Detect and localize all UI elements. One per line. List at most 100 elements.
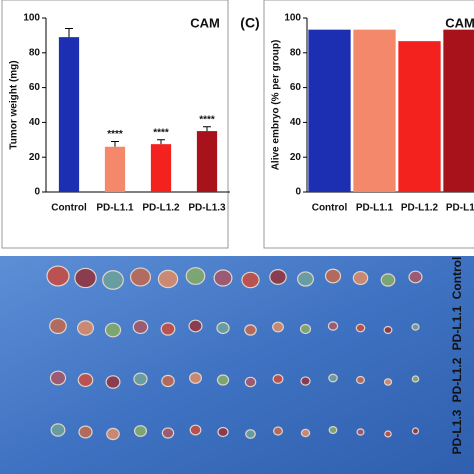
y-tick-label: 20 — [290, 152, 302, 163]
tumor — [328, 425, 338, 435]
tumor — [188, 319, 203, 333]
error-bar — [157, 139, 165, 145]
y-axis-label: Alive embryo (% per group) — [271, 40, 282, 171]
panel-frame — [1, 0, 229, 249]
tumor — [132, 319, 149, 335]
tumor — [300, 376, 311, 386]
x-tick-label: PD-L1.2 — [401, 203, 439, 214]
chart-title: CAM — [445, 15, 474, 30]
tumor — [244, 324, 257, 336]
tumor — [408, 270, 423, 284]
y-tick-label: 60 — [29, 82, 41, 93]
tumor — [129, 267, 152, 287]
x-tick-label: PD-L1.3 — [446, 203, 474, 214]
tumor — [76, 320, 95, 336]
tumor — [411, 375, 420, 383]
tumor — [106, 427, 120, 441]
tumor — [269, 269, 287, 285]
tumor — [324, 268, 342, 284]
x-tick-label: PD-L1.3 — [188, 203, 226, 214]
y-axis-label: Tumor weight (mg) — [9, 60, 20, 149]
y-tick-label: 40 — [29, 117, 41, 128]
tumor — [213, 269, 233, 287]
tumor — [133, 425, 148, 437]
significance-label: **** — [199, 114, 215, 125]
tumor — [299, 323, 312, 335]
bar — [58, 37, 80, 192]
panel-label: (C) — [240, 15, 259, 31]
tumor — [297, 271, 314, 287]
y-tick-label: 0 — [34, 187, 40, 198]
tumor — [411, 323, 420, 331]
y-tick-label: 40 — [290, 117, 302, 128]
tumor — [104, 322, 122, 338]
tumor — [77, 372, 94, 388]
bar — [104, 146, 126, 192]
row-label: PD-L1.2 — [450, 357, 464, 402]
tumor — [244, 376, 257, 388]
tumor — [216, 321, 230, 335]
y-tick-label: 20 — [29, 152, 41, 163]
significance-label: **** — [153, 127, 169, 138]
tumor — [216, 374, 230, 386]
tumor — [157, 269, 179, 289]
tumor — [102, 270, 124, 290]
tumor — [384, 430, 392, 438]
tumor — [46, 265, 70, 287]
tumor — [383, 325, 393, 335]
bar — [196, 131, 218, 192]
chart-title: CAM — [190, 15, 220, 30]
tumor — [356, 428, 365, 436]
tumor — [356, 375, 365, 385]
y-tick-label: 80 — [29, 47, 41, 58]
tumor — [185, 267, 206, 285]
y-tick-label: 60 — [290, 82, 302, 93]
tumor-samples — [46, 265, 423, 441]
x-tick-label: PD-L1.1 — [96, 203, 134, 214]
bar — [308, 29, 351, 192]
bar — [398, 41, 441, 192]
tumor — [327, 321, 339, 331]
tumor — [383, 378, 393, 386]
row-label: PD-L1.3 — [450, 409, 464, 454]
x-tick-label: Control — [51, 203, 87, 214]
bar — [353, 29, 396, 192]
tumor — [411, 427, 420, 435]
error-bar — [65, 27, 73, 38]
y-tick-label: 100 — [23, 13, 40, 24]
row-label: Control — [450, 257, 464, 300]
tumor — [352, 270, 369, 286]
error-bar — [111, 141, 119, 147]
tumor — [328, 373, 338, 383]
tumor — [217, 426, 229, 438]
tumor — [241, 271, 260, 289]
tumor — [49, 370, 67, 386]
tumor — [133, 372, 148, 386]
tumor — [380, 273, 396, 287]
tumor — [74, 267, 97, 289]
tumor — [161, 427, 175, 439]
y-tick-label: 100 — [284, 13, 301, 24]
y-tick-label: 0 — [295, 187, 301, 198]
x-tick-label: Control — [312, 203, 348, 214]
tumor — [355, 323, 366, 333]
tumor — [78, 425, 93, 439]
bar — [150, 144, 172, 192]
error-bar — [203, 126, 211, 132]
x-tick-label: PD-L1.1 — [356, 203, 394, 214]
tumor — [300, 428, 311, 438]
x-tick-label: PD-L1.2 — [142, 203, 180, 214]
tumor — [272, 426, 284, 436]
tumor — [189, 424, 202, 436]
tumor — [49, 317, 67, 335]
tumor — [161, 374, 175, 388]
y-tick-label: 80 — [290, 47, 302, 58]
tumor — [160, 322, 176, 336]
photo — [0, 256, 474, 474]
tumor — [272, 321, 284, 333]
panel-frame — [263, 0, 474, 249]
tumor — [272, 374, 284, 384]
tumor — [189, 372, 202, 384]
significance-label: **** — [107, 129, 123, 140]
